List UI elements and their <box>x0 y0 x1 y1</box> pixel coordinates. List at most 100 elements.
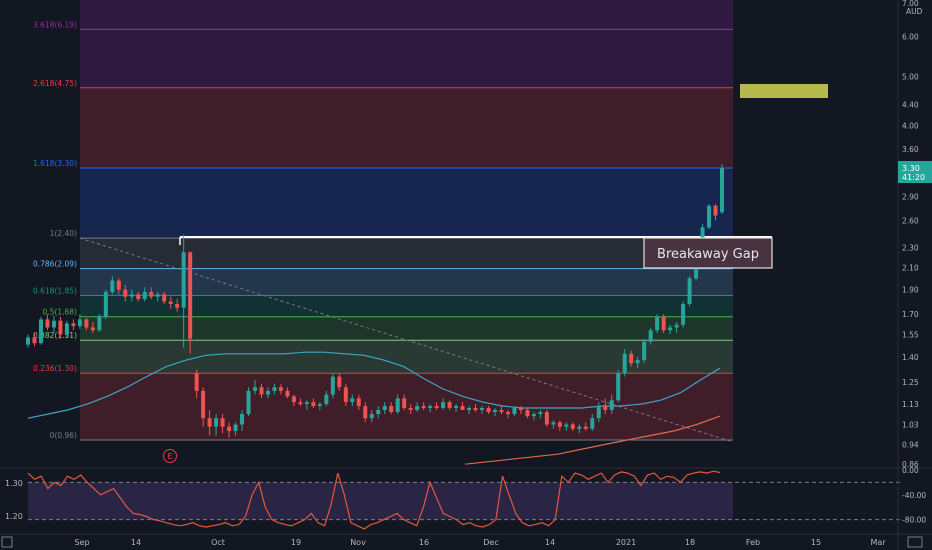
fib-level-label: 0.786(2.09) <box>33 260 77 269</box>
candle-body <box>583 426 588 429</box>
candle-body <box>512 408 517 415</box>
candle-body <box>629 353 634 364</box>
candle-body <box>343 387 348 403</box>
candle-body <box>246 390 251 415</box>
candle-body <box>259 387 264 395</box>
candle-body <box>227 426 232 432</box>
oscillator-right-tick: -40.00 <box>902 491 926 500</box>
zoom-icon <box>1 536 13 548</box>
candle-body <box>298 402 303 405</box>
price-tick: 4.40 <box>902 101 919 110</box>
time-tick: 2021 <box>616 538 636 547</box>
oscillator-left-tick: 1.20 <box>5 512 23 521</box>
candle-body <box>415 406 420 411</box>
candle-body <box>350 398 355 403</box>
oscillator-left-tick: 1.30 <box>5 479 23 488</box>
price-tick: 2.60 <box>902 217 919 226</box>
fib-band <box>80 373 733 440</box>
time-tick: Feb <box>746 538 760 547</box>
price-tick: 1.40 <box>902 353 919 362</box>
fib-level-label: 0(0.96) <box>50 431 77 440</box>
candle-body <box>84 319 89 328</box>
candle-body <box>220 418 225 427</box>
candle-body <box>642 341 647 361</box>
oscillator-right-tick: 0.00 <box>902 466 919 475</box>
candle-body <box>428 406 433 409</box>
candle-body <box>616 373 621 401</box>
candle-body <box>635 360 640 364</box>
fibonacci-labels: 0(0.96) 0.236(1.30) 0.382(1.51) 0.5(1.68) 0.… <box>33 20 77 440</box>
price-axis-top-tick: 7.00 <box>902 0 919 8</box>
fib-band <box>80 0 733 30</box>
price-tick: 1.90 <box>902 286 919 295</box>
price-tick: 6.00 <box>902 32 919 41</box>
candle-body <box>233 424 238 432</box>
price-target-box[interactable] <box>740 84 828 98</box>
candle-body <box>655 316 660 331</box>
earnings-marker-label: E <box>167 452 172 461</box>
fib-band <box>80 29 733 88</box>
candle-body <box>90 327 95 331</box>
candle-body <box>324 394 329 405</box>
candle-body <box>129 294 134 297</box>
candle-body <box>531 414 536 417</box>
settings-icon <box>907 536 923 548</box>
candle-body <box>720 168 724 213</box>
oscillator-pane[interactable]: 1.30 1.20 0.00 -40.00 -80.00 <box>0 466 932 530</box>
earnings-marker[interactable]: E <box>163 449 177 463</box>
candle-body <box>32 337 37 344</box>
candle-body <box>278 387 283 391</box>
fib-level-label: 1.618(3.30) <box>33 159 77 168</box>
candle-body <box>64 323 69 335</box>
candle-body <box>291 396 296 403</box>
candle-body <box>525 410 530 417</box>
candle-body <box>194 373 199 391</box>
candle-body <box>668 327 673 331</box>
candle-body <box>136 294 141 300</box>
candle-body <box>492 410 497 413</box>
oscillator-line <box>27 470 721 530</box>
time-tick: Dec <box>483 538 498 547</box>
breakaway-gap-callout[interactable]: Breakaway Gap <box>643 237 773 269</box>
candle-body <box>687 278 692 304</box>
candlesticks <box>26 164 724 438</box>
fibonacci-retracement[interactable] <box>80 0 733 441</box>
time-tick: 14 <box>131 538 141 547</box>
time-tick: 19 <box>291 538 301 547</box>
candle-body <box>272 387 277 391</box>
candle-body <box>58 320 63 335</box>
fib-level-label: 0.236(1.30) <box>33 364 77 373</box>
time-tick: Sep <box>74 538 89 547</box>
candle-body <box>434 406 439 409</box>
candle-body <box>201 390 206 419</box>
candle-body <box>402 398 407 409</box>
candle-body <box>71 323 76 327</box>
candle-body <box>285 390 290 397</box>
time-tick: 16 <box>419 538 429 547</box>
price-tick: 3.60 <box>902 145 919 154</box>
price-tick: 1.55 <box>902 330 919 339</box>
candle-body <box>622 353 627 374</box>
candle-body <box>421 406 426 409</box>
candle-body <box>713 205 718 216</box>
price-tick: 2.30 <box>902 244 919 253</box>
candle-body <box>253 387 258 391</box>
fib-band <box>80 238 733 269</box>
fib-level-label: 0.382(1.51) <box>33 331 77 340</box>
candle-body <box>609 400 614 411</box>
time-axis[interactable]: Sep 14 Oct 19 Nov 16 Dec 14 2021 18 Feb 15 Mar <box>0 533 932 548</box>
annotations[interactable]: Breakaway Gap E <box>163 84 829 463</box>
moving-averages <box>27 351 721 465</box>
fib-level-label: 2.618(4.75) <box>33 79 77 88</box>
candle-body <box>389 406 394 413</box>
candle-body <box>551 422 556 425</box>
candle-body <box>460 406 465 411</box>
oscillator-right-tick: -80.00 <box>902 516 926 525</box>
candle-body <box>408 408 413 411</box>
moving-average-long <box>27 351 721 419</box>
price-tick: 1.03 <box>902 420 919 429</box>
candle-body <box>110 280 115 292</box>
candle-body <box>123 289 128 297</box>
